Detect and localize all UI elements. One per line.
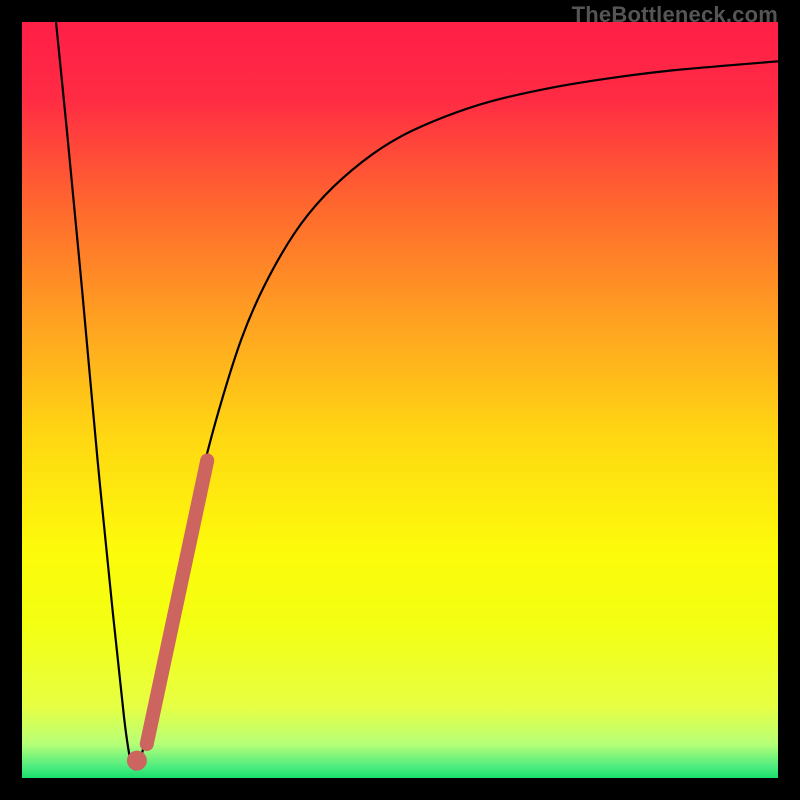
watermark-text: TheBottleneck.com [572,2,778,28]
chart-svg [22,22,778,778]
highlight-endpoint [127,751,147,771]
chart-container: TheBottleneck.com [0,0,800,800]
plot-area [22,22,778,778]
gradient-background [22,22,778,778]
